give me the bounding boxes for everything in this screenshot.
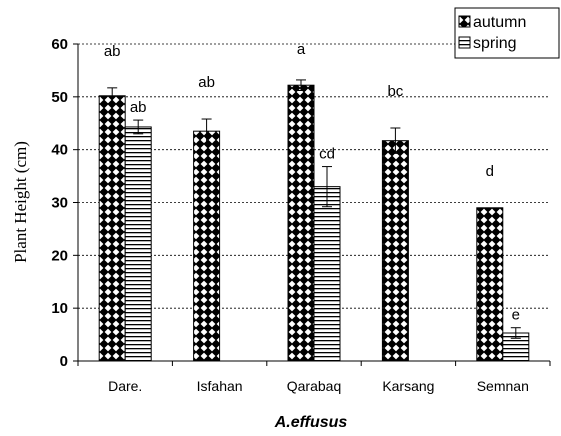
bar-autumn-3 [287, 84, 315, 362]
bar-spring-3 [313, 186, 341, 362]
y-tick-label: 40 [51, 142, 68, 159]
error-bar-spring-3 [322, 166, 332, 208]
legend-swatch-spring [458, 36, 471, 49]
x-tick-label: Dare. [108, 378, 142, 394]
x-tick-label: Qarabaq [287, 378, 341, 394]
y-tick-label: 0 [60, 353, 68, 370]
significance-letter-autumn-2: ab [198, 74, 215, 91]
significance-letter-spring-5: e [512, 307, 520, 324]
bar-autumn-5 [476, 207, 504, 362]
bar-autumn-1 [98, 95, 126, 362]
significance-letter-autumn-5: d [486, 163, 494, 180]
axes [73, 43, 551, 366]
x-tick-label: Karsang [382, 378, 434, 394]
bar-autumn-2 [193, 130, 221, 362]
error-bar-spring-5 [510, 327, 521, 339]
legend-label-spring: spring [473, 35, 517, 52]
error-bar-autumn-3 [296, 79, 306, 91]
bar-autumn-4 [381, 140, 409, 362]
x-tick-label: Isfahan [197, 378, 243, 394]
error-bar-autumn-1 [107, 87, 118, 105]
bars [98, 79, 530, 362]
significance-letter-spring-3: cd [319, 146, 335, 163]
labels: ab ab Dare. ab Isfahan a cd Qarabaq bc Karsang d e S… [51, 36, 529, 394]
x-tick-label: Semnan [477, 378, 529, 394]
bar-spring-1 [124, 126, 152, 362]
significance-letter-autumn-1: ab [104, 43, 121, 60]
y-tick-label: 20 [51, 247, 68, 264]
significance-letter-autumn-4: bc [387, 83, 403, 100]
error-bar-autumn-4 [390, 127, 401, 154]
legend-box [454, 7, 560, 59]
y-axis-label: Plant Height (cm) [11, 141, 30, 263]
x-axis-label: A.effusus [274, 414, 348, 431]
y-tick-label: 50 [51, 89, 68, 106]
legend-swatch-autumn [458, 15, 471, 28]
error-bar-autumn-2 [201, 118, 212, 144]
y-tick-label: 60 [51, 36, 68, 53]
legend: autumn spring [454, 7, 560, 59]
y-tick-label: 30 [51, 195, 68, 212]
significance-letter-spring-1: ab [130, 99, 147, 116]
legend-label-autumn: autumn [473, 14, 526, 31]
significance-letter-autumn-3: a [297, 41, 306, 58]
y-tick-label: 10 [51, 300, 68, 317]
error-bar-spring-1 [133, 119, 144, 135]
